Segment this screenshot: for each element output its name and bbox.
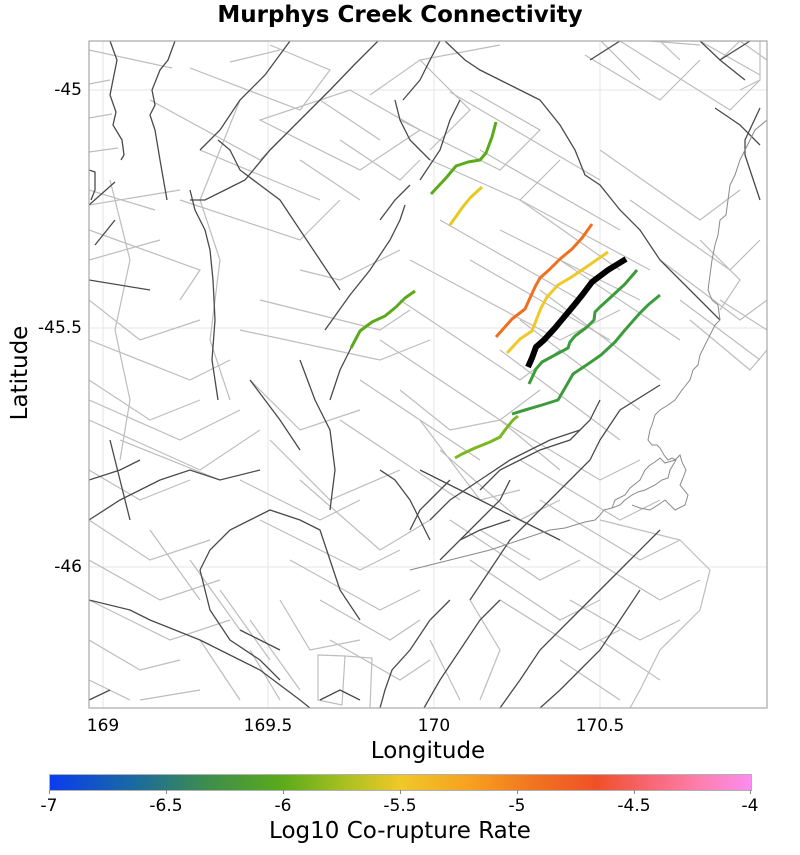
x-tick-label: 169 xyxy=(86,716,120,736)
colorbar-tick-mark xyxy=(750,790,751,794)
highlighted-faults xyxy=(349,121,661,460)
y-tick-label: -46 xyxy=(54,557,82,577)
colorbar-tick-mark xyxy=(283,790,284,794)
x-tick-label: 170.5 xyxy=(575,716,625,736)
colorbar-tick-mark xyxy=(400,790,401,794)
fault-line-yellow-north xyxy=(448,185,484,226)
colorbar-tick-label: -4 xyxy=(741,796,759,816)
coastline-peninsula xyxy=(611,454,689,511)
colorbar-label: Log10 Co-rupture Rate xyxy=(269,818,531,844)
x-tick-label: 170 xyxy=(417,716,451,736)
coastline xyxy=(409,119,767,571)
colorbar xyxy=(49,774,752,791)
plot-frame xyxy=(88,40,768,709)
y-tick-label: -45 xyxy=(54,80,82,100)
colorbar-tick-label: -7 xyxy=(40,796,58,816)
fault-line-yellow xyxy=(505,250,609,355)
x-tick-label: 169.5 xyxy=(243,716,293,736)
fault-line-green-north xyxy=(429,121,498,196)
colorbar-tick-label: -6.5 xyxy=(149,796,183,816)
fault-line-orange xyxy=(494,223,594,338)
gridlines xyxy=(89,41,767,708)
fault-line-lime-south xyxy=(454,414,519,460)
colorbar-tick-mark xyxy=(166,790,167,794)
colorbar-tick-label: -6 xyxy=(274,796,292,816)
fault-traces xyxy=(89,41,761,708)
y-axis-label: Latitude xyxy=(7,325,33,421)
colorbar-tick-mark xyxy=(49,790,50,794)
fault-line-green-east-1 xyxy=(527,269,639,385)
y-tick-label: -45.5 xyxy=(38,318,82,338)
colorbar-tick-label: -5.5 xyxy=(383,796,417,816)
colorbar-tick-mark xyxy=(517,790,518,794)
fault-subsections xyxy=(89,41,767,708)
colorbar-tick-mark xyxy=(634,790,635,794)
chart-title: Murphys Creek Connectivity xyxy=(217,2,583,28)
fault-line-black-source xyxy=(525,256,628,369)
colorbar-tick-label: -5 xyxy=(508,796,526,816)
x-axis-label: Longitude xyxy=(370,738,486,764)
fault-line-green-west xyxy=(349,289,416,349)
fault-line-green-east-2 xyxy=(511,293,661,416)
colorbar-tick-label: -4.5 xyxy=(617,796,651,816)
